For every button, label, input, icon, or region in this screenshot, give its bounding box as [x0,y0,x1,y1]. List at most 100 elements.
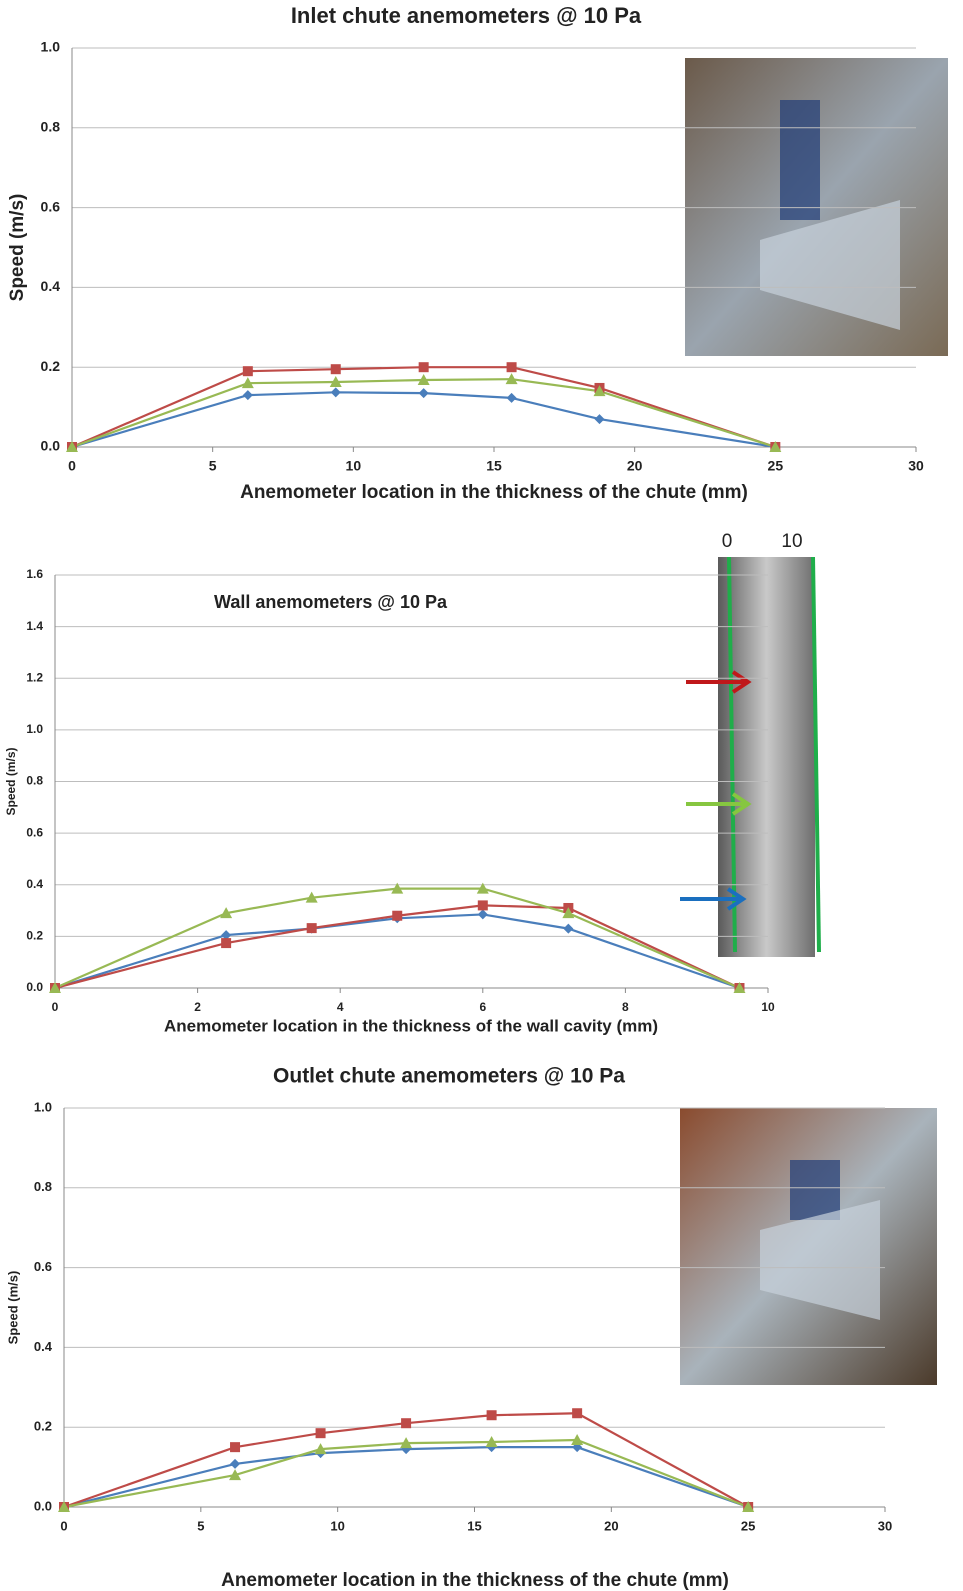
marker [486,1410,497,1421]
marker [230,1458,241,1469]
x-tick-label: 8 [622,1000,629,1014]
marker [417,373,430,385]
inset-label: 10 [781,531,802,552]
y-tick-label: 0.6 [41,198,61,214]
marker [221,938,232,949]
x-tick-label: 15 [486,458,502,474]
y-tick-label: 0.0 [26,980,43,994]
x-tick-label: 20 [604,1518,618,1533]
x-tick-label: 30 [908,458,924,474]
marker [305,891,318,903]
x-tick-label: 0 [52,1000,59,1014]
marker [733,982,746,993]
y-axis-label: Speed (m/s) [7,194,28,302]
marker [572,1408,583,1419]
marker [506,392,517,403]
y-tick-label: 0.8 [34,1179,52,1194]
x-tick-label: 4 [337,1000,344,1014]
marker [230,1442,241,1453]
chart-title: Outlet chute anemometers @ 10 Pa [273,1065,625,1088]
series-line [54,913,740,990]
marker [392,910,403,921]
x-tick-label: 0 [60,1518,67,1533]
y-tick-label: 1.2 [26,670,43,684]
x-tick-label: 5 [209,458,217,474]
x-tick-label: 20 [627,458,643,474]
marker [329,375,342,387]
x-tick-label: 10 [330,1518,344,1533]
y-axis-label: Speed (m/s) [4,747,18,815]
y-tick-label: 1.6 [26,567,43,581]
x-axis-label: Anemometer location in the thickness of … [221,1570,729,1591]
marker [391,882,404,894]
x-axis-label: Anemometer location in the thickness of … [164,1016,658,1035]
marker [221,930,232,941]
x-tick-label: 10 [346,458,362,474]
x-tick-label: 10 [761,1000,775,1014]
marker [594,414,605,425]
y-tick-label: 0.6 [34,1259,52,1274]
marker [242,390,253,401]
marker [476,882,489,894]
marker [400,1437,413,1449]
y-tick-label: 0.2 [41,358,61,374]
marker [401,1418,412,1429]
x-tick-label: 0 [68,458,76,474]
marker [477,909,488,920]
marker [242,366,253,377]
marker [315,1428,326,1439]
inset-photo [685,58,948,356]
y-tick-label: 0.2 [26,929,43,943]
inset-label: 0 [722,531,733,552]
marker [562,907,575,919]
y-tick-label: 0.4 [41,278,61,294]
marker [505,373,518,385]
marker [563,923,574,934]
inset-photo [680,1108,937,1385]
marker [593,385,606,397]
series-line [54,887,740,990]
chart-title: Inlet chute anemometers @ 10 Pa [291,3,642,28]
y-tick-label: 1.4 [26,619,43,633]
marker [58,1501,70,1512]
y-tick-label: 1.0 [26,722,43,736]
marker [220,907,233,919]
marker [418,388,429,399]
x-axis-label: Anemometer location in the thickness of … [240,482,748,503]
inset-photo [680,556,821,957]
x-tick-label: 2 [194,1000,201,1014]
marker [571,1433,584,1445]
y-tick-label: 0.0 [41,438,61,454]
marker [306,923,317,934]
x-tick-label: 30 [878,1518,892,1533]
x-tick-label: 6 [479,1000,486,1014]
marker [742,1501,755,1512]
y-tick-label: 0.4 [26,877,43,891]
x-tick-label: 25 [741,1518,755,1533]
y-axis-label: Speed (m/s) [5,1271,20,1345]
marker [314,1443,327,1455]
x-tick-label: 5 [197,1518,204,1533]
marker [330,364,341,375]
marker [485,1435,498,1447]
marker [49,982,61,993]
marker [241,377,254,389]
chart-title: Wall anemometers @ 10 Pa [214,592,448,612]
y-tick-label: 0.8 [26,774,43,788]
y-tick-label: 0.0 [34,1498,52,1513]
marker [477,900,488,911]
y-tick-label: 0.2 [34,1419,52,1434]
marker [769,441,782,452]
marker [330,387,341,398]
marker [229,1469,242,1481]
y-tick-label: 0.6 [26,825,43,839]
marker [418,362,429,373]
y-tick-label: 0.8 [41,119,61,135]
y-tick-label: 1.0 [34,1099,52,1114]
marker [66,441,78,452]
y-tick-label: 1.0 [41,39,61,55]
series-line [63,1446,749,1509]
x-tick-label: 15 [467,1518,481,1533]
x-tick-label: 25 [768,458,784,474]
